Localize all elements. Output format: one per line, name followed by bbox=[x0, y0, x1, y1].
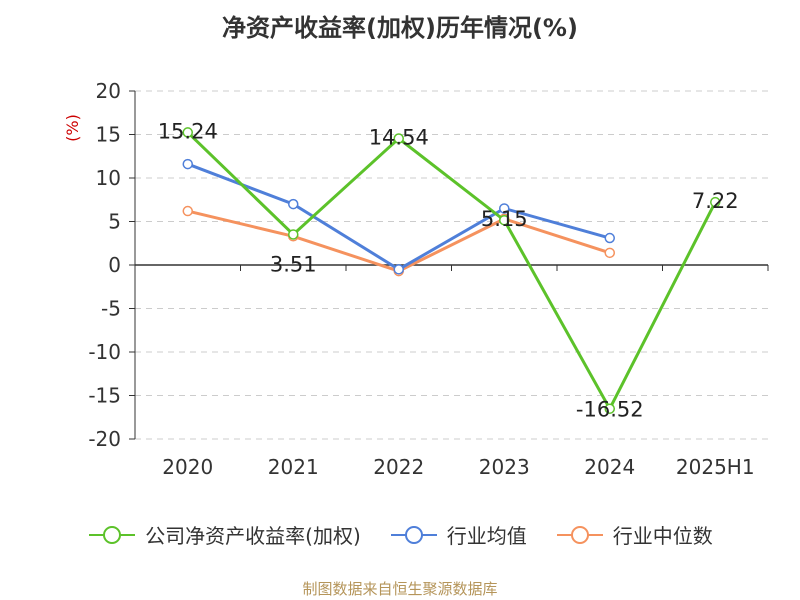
legend: 公司净资产收益率(加权) 行业均值 行业中位数 bbox=[0, 520, 800, 549]
data-point bbox=[182, 127, 193, 138]
data-label: 7.22 bbox=[692, 189, 739, 213]
legend-item-industry-mean[interactable]: 行业均值 bbox=[389, 520, 527, 549]
x-tick-label: 2025H1 bbox=[676, 455, 755, 479]
x-tick-label: 2020 bbox=[162, 455, 213, 479]
y-tick-label: -10 bbox=[88, 340, 121, 364]
legend-label-company-roe: 公司净资产收益率(加权) bbox=[145, 524, 361, 548]
data-label: -16.52 bbox=[576, 398, 644, 422]
data-point bbox=[604, 247, 615, 259]
legend-item-company-roe[interactable]: 公司净资产收益率(加权) bbox=[87, 520, 361, 549]
y-tick-label: 5 bbox=[108, 210, 121, 234]
data-point bbox=[288, 198, 299, 210]
y-tick-label: 15 bbox=[96, 123, 121, 147]
legend-marker-blue-icon bbox=[390, 525, 437, 544]
y-tick-label: -15 bbox=[88, 384, 121, 408]
data-source-note: 制图数据来自恒生聚源数据库 bbox=[302, 580, 498, 598]
data-point bbox=[604, 403, 615, 414]
data-point bbox=[499, 203, 510, 214]
legend-label-industry-mean: 行业均值 bbox=[446, 524, 527, 548]
data-label: 14.54 bbox=[369, 126, 429, 150]
series-line bbox=[187, 162, 611, 272]
data-point bbox=[499, 214, 510, 226]
data-label: 3.51 bbox=[270, 252, 317, 276]
x-tick-label: 2021 bbox=[268, 455, 319, 479]
data-point bbox=[182, 205, 193, 217]
y-tick-label: -5 bbox=[101, 297, 121, 321]
data-point bbox=[393, 133, 404, 144]
y-tick-label: 0 bbox=[108, 253, 121, 277]
data-point bbox=[604, 232, 615, 244]
data-point bbox=[710, 196, 721, 208]
data-label: 5.15 bbox=[481, 207, 528, 231]
series-line bbox=[186, 131, 717, 412]
y-axis-label: (%) bbox=[63, 114, 82, 142]
legend-label-industry-median: 行业中位数 bbox=[612, 524, 713, 548]
x-tick-label: 2022 bbox=[373, 455, 424, 479]
y-tick-label: 20 bbox=[96, 79, 121, 103]
legend-marker-orange-icon bbox=[556, 525, 603, 544]
y-tick-label: -20 bbox=[88, 427, 121, 451]
data-point bbox=[393, 264, 404, 275]
data-label: 15.24 bbox=[158, 119, 218, 143]
legend-marker-green-icon bbox=[89, 525, 136, 544]
legend-item-industry-median[interactable]: 行业中位数 bbox=[555, 520, 713, 549]
data-point bbox=[182, 158, 193, 170]
y-tick-label: 10 bbox=[96, 166, 121, 190]
x-tick-label: 2024 bbox=[584, 455, 635, 479]
data-point bbox=[288, 229, 299, 240]
x-tick-label: 2023 bbox=[479, 455, 530, 479]
chart-title: 净资产收益率(加权)历年情况(%) bbox=[222, 14, 578, 42]
